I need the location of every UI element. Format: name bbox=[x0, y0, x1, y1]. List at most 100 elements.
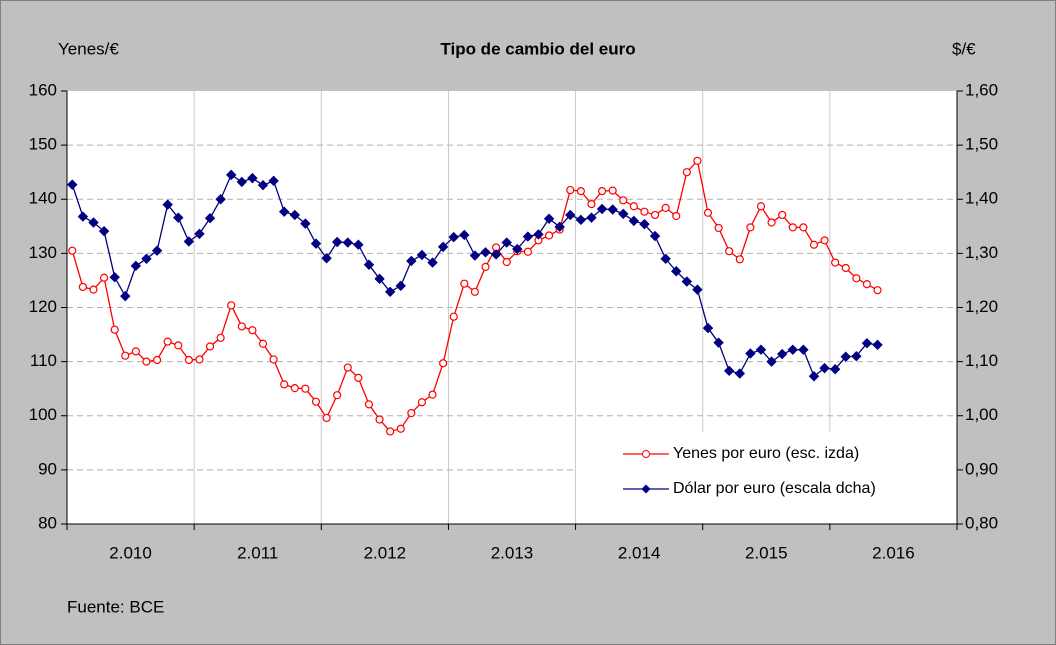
marker bbox=[851, 351, 862, 362]
marker bbox=[734, 368, 746, 379]
marker bbox=[566, 185, 575, 195]
marker bbox=[310, 238, 322, 249]
marker bbox=[756, 202, 766, 211]
marker bbox=[544, 231, 554, 240]
marker bbox=[480, 247, 491, 258]
marker bbox=[829, 363, 841, 375]
y2-tick-label: 1,20 bbox=[965, 297, 998, 316]
y2-tick-label: 1,40 bbox=[965, 189, 998, 208]
x-tick-label: 2.010 bbox=[109, 543, 152, 562]
marker bbox=[597, 187, 607, 196]
marker bbox=[247, 172, 258, 184]
marker bbox=[142, 357, 151, 366]
marker bbox=[470, 287, 480, 296]
marker bbox=[268, 175, 279, 187]
marker bbox=[490, 249, 502, 260]
marker bbox=[852, 274, 861, 283]
marker bbox=[227, 301, 236, 310]
marker bbox=[354, 373, 363, 382]
marker bbox=[565, 209, 576, 221]
marker bbox=[289, 209, 301, 221]
marker bbox=[873, 286, 882, 295]
marker bbox=[596, 203, 608, 215]
marker bbox=[629, 202, 638, 211]
marker bbox=[745, 348, 756, 359]
marker bbox=[703, 208, 713, 217]
marker bbox=[331, 236, 343, 248]
marker bbox=[407, 408, 416, 418]
marker bbox=[416, 249, 428, 261]
x-tick-label: 2.015 bbox=[745, 543, 788, 562]
marker bbox=[713, 337, 724, 348]
y-tick-label: 150 bbox=[29, 135, 57, 154]
marker bbox=[194, 228, 205, 240]
marker bbox=[68, 246, 77, 255]
marker bbox=[692, 284, 703, 295]
marker bbox=[702, 322, 714, 334]
source: Fuente: BCE bbox=[67, 597, 164, 616]
marker bbox=[820, 236, 829, 245]
marker bbox=[205, 342, 215, 351]
marker bbox=[395, 280, 406, 292]
marker bbox=[396, 424, 405, 433]
y2-tick-label: 1,60 bbox=[965, 80, 998, 99]
marker bbox=[353, 239, 364, 250]
marker bbox=[78, 282, 87, 292]
legend-marker bbox=[641, 484, 651, 494]
marker bbox=[723, 365, 735, 377]
marker bbox=[427, 257, 438, 268]
marker bbox=[216, 333, 225, 342]
marker bbox=[384, 286, 396, 298]
marker bbox=[280, 380, 289, 389]
marker bbox=[437, 241, 449, 253]
marker bbox=[755, 344, 767, 355]
marker bbox=[386, 427, 395, 436]
marker bbox=[301, 384, 310, 393]
y-tick-label: 90 bbox=[38, 459, 57, 478]
marker bbox=[512, 243, 523, 255]
marker bbox=[576, 187, 585, 196]
y2-tick-label: 1,10 bbox=[965, 351, 998, 370]
marker bbox=[682, 168, 691, 177]
marker bbox=[543, 213, 555, 224]
marker bbox=[831, 258, 840, 267]
marker bbox=[141, 253, 152, 264]
marker bbox=[619, 196, 628, 205]
marker bbox=[77, 211, 89, 222]
marker bbox=[183, 236, 195, 247]
marker bbox=[195, 355, 204, 364]
y2-tick-label: 0,90 bbox=[965, 459, 998, 478]
marker bbox=[236, 176, 248, 188]
marker bbox=[88, 217, 99, 228]
marker bbox=[163, 337, 172, 346]
marker bbox=[481, 262, 490, 272]
marker bbox=[184, 355, 193, 365]
y-tick-label: 160 bbox=[29, 80, 57, 99]
y2-tick-label: 0,80 bbox=[965, 513, 998, 532]
marker bbox=[258, 339, 268, 348]
marker bbox=[776, 348, 788, 360]
marker bbox=[460, 279, 469, 288]
marker bbox=[767, 218, 776, 227]
marker bbox=[522, 231, 534, 242]
y2-tick-label: 1,00 bbox=[965, 405, 998, 424]
marker bbox=[649, 230, 661, 242]
marker bbox=[226, 169, 237, 181]
marker bbox=[628, 215, 640, 227]
y-tick-label: 100 bbox=[29, 405, 57, 424]
marker bbox=[640, 207, 649, 216]
x-tick-label: 2.011 bbox=[237, 543, 278, 562]
y-tick-label: 110 bbox=[30, 351, 57, 370]
chart-title: Tipo de cambio del euro bbox=[440, 39, 635, 58]
marker bbox=[269, 355, 278, 364]
legend-marker bbox=[642, 450, 650, 458]
marker bbox=[257, 179, 269, 191]
marker bbox=[417, 398, 427, 407]
marker bbox=[237, 322, 246, 331]
marker bbox=[819, 362, 830, 374]
legend-label: Yenes por euro (esc. izda) bbox=[673, 445, 859, 462]
marker bbox=[375, 415, 384, 424]
marker bbox=[343, 363, 352, 372]
marker bbox=[671, 266, 682, 277]
